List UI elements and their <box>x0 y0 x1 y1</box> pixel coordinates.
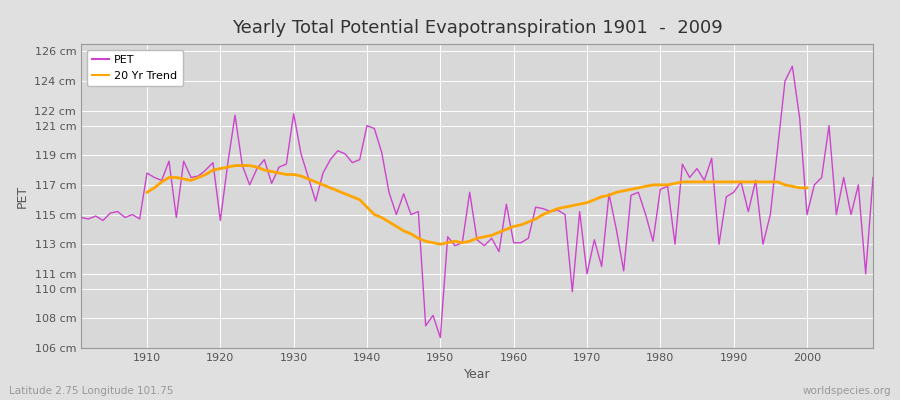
Title: Yearly Total Potential Evapotranspiration 1901  -  2009: Yearly Total Potential Evapotranspiratio… <box>231 19 723 37</box>
Y-axis label: PET: PET <box>16 184 29 208</box>
Text: worldspecies.org: worldspecies.org <box>803 386 891 396</box>
Legend: PET, 20 Yr Trend: PET, 20 Yr Trend <box>86 50 183 86</box>
X-axis label: Year: Year <box>464 368 490 382</box>
Text: Latitude 2.75 Longitude 101.75: Latitude 2.75 Longitude 101.75 <box>9 386 174 396</box>
